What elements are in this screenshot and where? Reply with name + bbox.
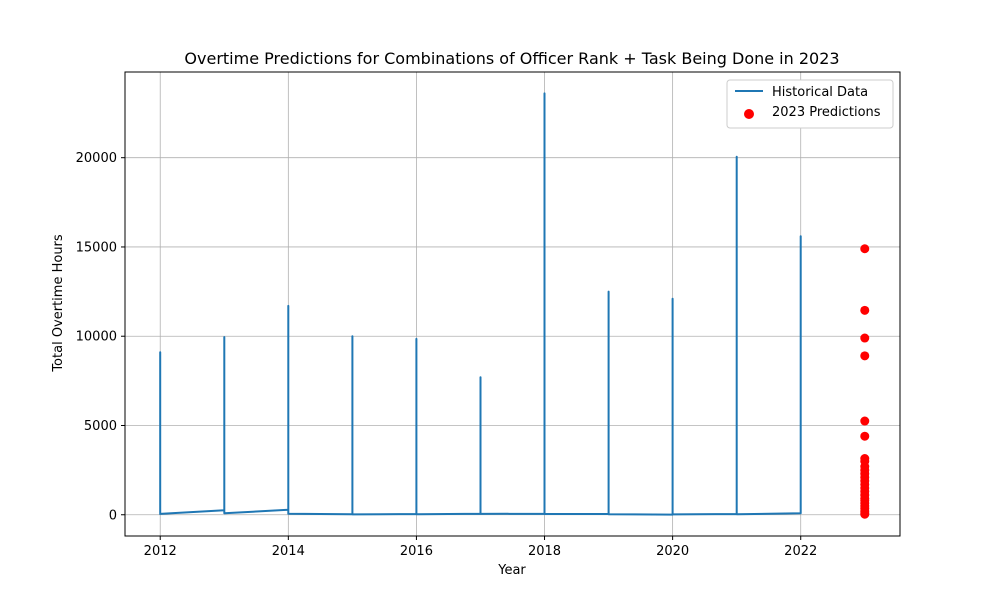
legend: Historical Data 2023 Predictions bbox=[726, 79, 894, 129]
prediction-point bbox=[860, 431, 870, 441]
legend-label-predictions: 2023 Predictions bbox=[772, 105, 881, 120]
prediction-point bbox=[860, 351, 870, 361]
y-tick-label: 10000 bbox=[76, 330, 117, 345]
prediction-point bbox=[860, 333, 870, 343]
y-tick-label: 0 bbox=[109, 508, 117, 523]
prediction-point bbox=[860, 305, 870, 315]
prediction-point bbox=[860, 244, 870, 254]
legend-label-historical: Historical Data bbox=[772, 85, 868, 100]
x-tick-label: 2018 bbox=[528, 544, 561, 559]
x-tick-label: 2014 bbox=[272, 544, 305, 559]
x-axis-label: Year bbox=[497, 563, 526, 578]
chart-title: Overtime Predictions for Combinations of… bbox=[184, 49, 839, 68]
x-tick-label: 2022 bbox=[784, 544, 817, 559]
legend-box bbox=[726, 79, 894, 129]
axis-ticks: 2012 2014 2016 2018 2020 2022 0 5000 10000 15000 2… bbox=[76, 151, 818, 559]
y-tick-label: 5000 bbox=[84, 419, 117, 434]
y-tick-label: 20000 bbox=[76, 151, 117, 166]
legend-point-swatch bbox=[744, 109, 754, 119]
x-tick-label: 2016 bbox=[400, 544, 433, 559]
y-tick-label: 15000 bbox=[76, 240, 117, 255]
historical-data-line bbox=[159, 92, 802, 516]
y-axis-label: Total Overtime Hours bbox=[51, 234, 66, 373]
x-tick-label: 2012 bbox=[144, 544, 177, 559]
prediction-point bbox=[860, 416, 870, 426]
x-tick-label: 2020 bbox=[656, 544, 689, 559]
axes-frame bbox=[124, 71, 901, 537]
prediction-point bbox=[860, 509, 870, 519]
grid bbox=[125, 72, 900, 536]
plot-data bbox=[159, 92, 870, 519]
